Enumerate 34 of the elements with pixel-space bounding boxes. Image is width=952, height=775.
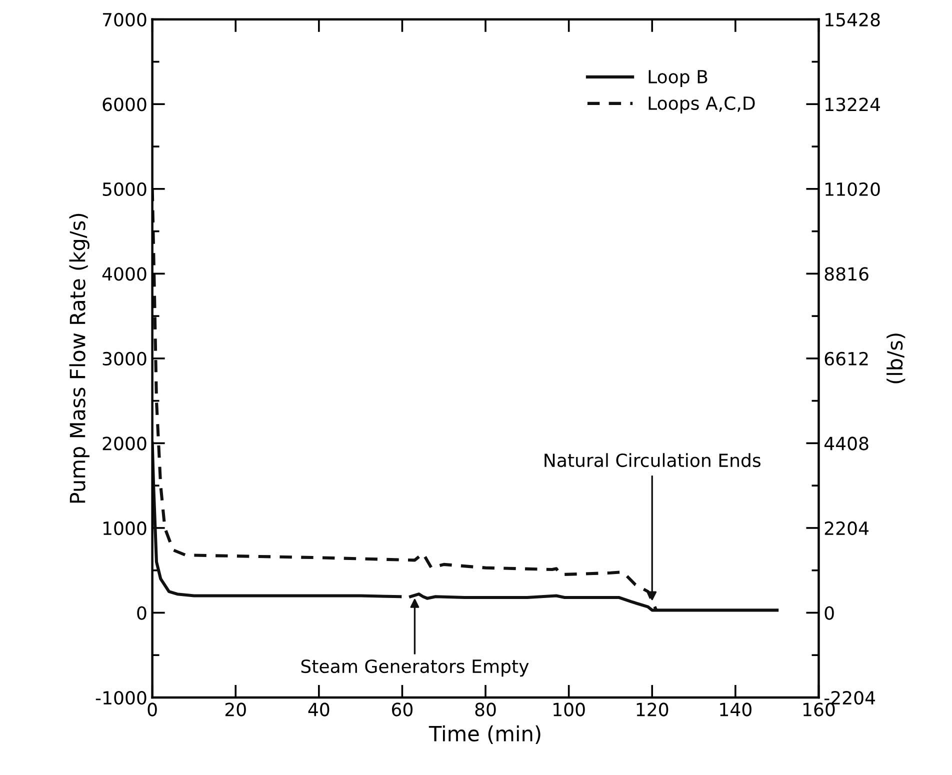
- y2-tick-label: 6612: [824, 352, 868, 366]
- x-tick-label: 100: [554, 702, 585, 716]
- y-tick-label: 0: [137, 606, 146, 620]
- y2-tick-label: -2204: [824, 690, 876, 705]
- y-axis-title: Pump Mass Flow Rate (kg/s): [69, 214, 90, 503]
- x-tick-label: 20: [225, 702, 246, 716]
- y-tick-label: 3000: [102, 352, 146, 366]
- y-tick-label: 2000: [102, 436, 146, 450]
- x-tick-label: 120: [636, 702, 668, 716]
- y-tick-label: 1000: [103, 521, 146, 536]
- y2-tick-label: 8816: [824, 267, 868, 281]
- x-tick-label: 40: [308, 702, 330, 716]
- y2-axis-title: (lb/s): [886, 334, 906, 384]
- y2-tick-label: 2204: [824, 521, 869, 536]
- y-tick-label: 6000: [102, 98, 146, 112]
- y-tick-label: 7000: [102, 12, 146, 26]
- y-tick-label: 4000: [102, 267, 146, 281]
- x-tick-label: 80: [475, 702, 496, 716]
- annotation: Natural Circulation Ends: [544, 453, 760, 468]
- y2-tick-label: 15428: [826, 12, 880, 26]
- y2-tick-label: 13224: [826, 98, 880, 112]
- x-tick-label: 160: [803, 702, 835, 716]
- y-tick-label: 5000: [102, 182, 146, 196]
- y2-tick-label: 0: [824, 606, 834, 620]
- x-tick-label: 60: [392, 702, 413, 716]
- legend-label: Loop B: [648, 70, 708, 88]
- x-axis-title: Time (min): [428, 725, 540, 744]
- legend-label: Loops A,C,D: [648, 96, 755, 114]
- x-tick-label: 140: [720, 702, 752, 716]
- y-tick-label: -1000: [96, 690, 146, 705]
- annotation: Steam Generators Empty: [301, 659, 529, 677]
- y2-tick-label: 11020: [826, 182, 880, 196]
- x-tick-label: 0: [148, 702, 157, 716]
- y2-tick-label: 4408: [824, 436, 868, 450]
